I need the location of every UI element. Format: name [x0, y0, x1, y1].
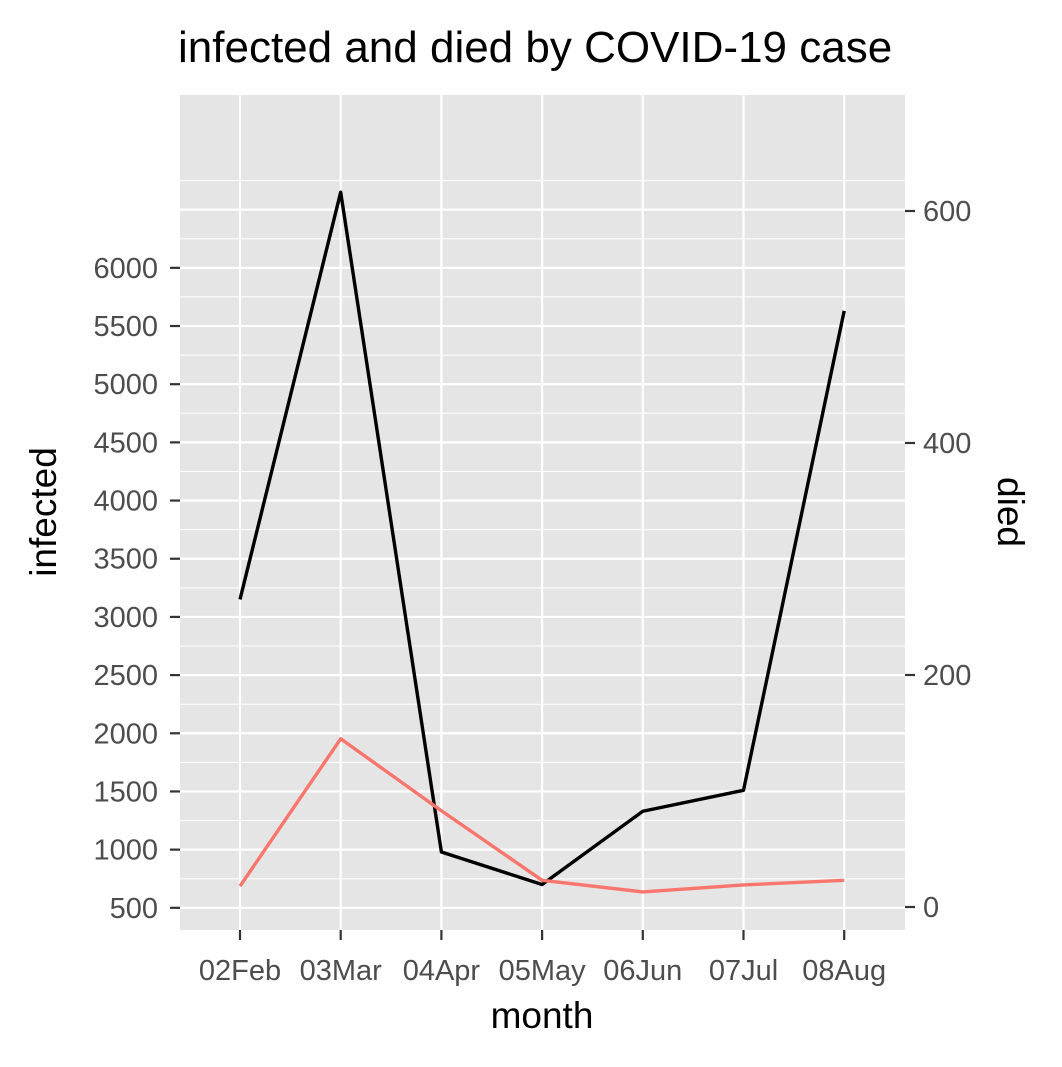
- x-tick-label-2: 04Apr: [403, 955, 481, 987]
- y2-tick-label-2: 400: [923, 428, 971, 460]
- y-tick-label-1: 1000: [93, 835, 158, 867]
- y2-tick-label-0: 0: [923, 892, 939, 924]
- x-tick-label-4: 06Jun: [603, 955, 682, 987]
- x-tick-label-6: 08Aug: [802, 955, 886, 987]
- y-tick-label-2: 1500: [93, 776, 158, 808]
- x-tick-label-0: 02Feb: [199, 955, 281, 987]
- left-axis: 500 1000 1500 2000 2500 3000 3500 4000 4500 5000 5…: [93, 253, 180, 925]
- y-axis-title: infected: [23, 447, 64, 577]
- y-tick-label-3: 2000: [93, 718, 158, 750]
- y-tick-label-8: 4500: [93, 427, 158, 459]
- y-tick-label-11: 6000: [93, 253, 158, 285]
- x-tick-label-3: 05May: [499, 955, 587, 987]
- y-tick-label-10: 5500: [93, 311, 158, 343]
- y-tick-label-7: 4000: [93, 486, 158, 518]
- y-tick-label-4: 2500: [93, 660, 158, 692]
- x-axis-title: month: [491, 995, 594, 1036]
- y-tick-label-5: 3000: [93, 602, 158, 634]
- y-tick-label-6: 3500: [93, 544, 158, 576]
- chart-title: infected and died by COVID-19 case: [178, 23, 892, 72]
- y-tick-label-0: 500: [110, 893, 158, 925]
- x-axis: 02Feb 03Mar 04Apr 05May 06Jun 07Jul 08Aug: [199, 930, 886, 987]
- x-tick-label-1: 03Mar: [300, 955, 383, 987]
- right-axis: 0 200 400 600: [905, 196, 971, 924]
- y2-axis-title: died: [990, 477, 1031, 547]
- x-tick-label-5: 07Jul: [709, 955, 778, 987]
- y2-tick-label-3: 600: [923, 196, 971, 228]
- y-tick-label-9: 5000: [93, 369, 158, 401]
- y2-tick-label-1: 200: [923, 660, 971, 692]
